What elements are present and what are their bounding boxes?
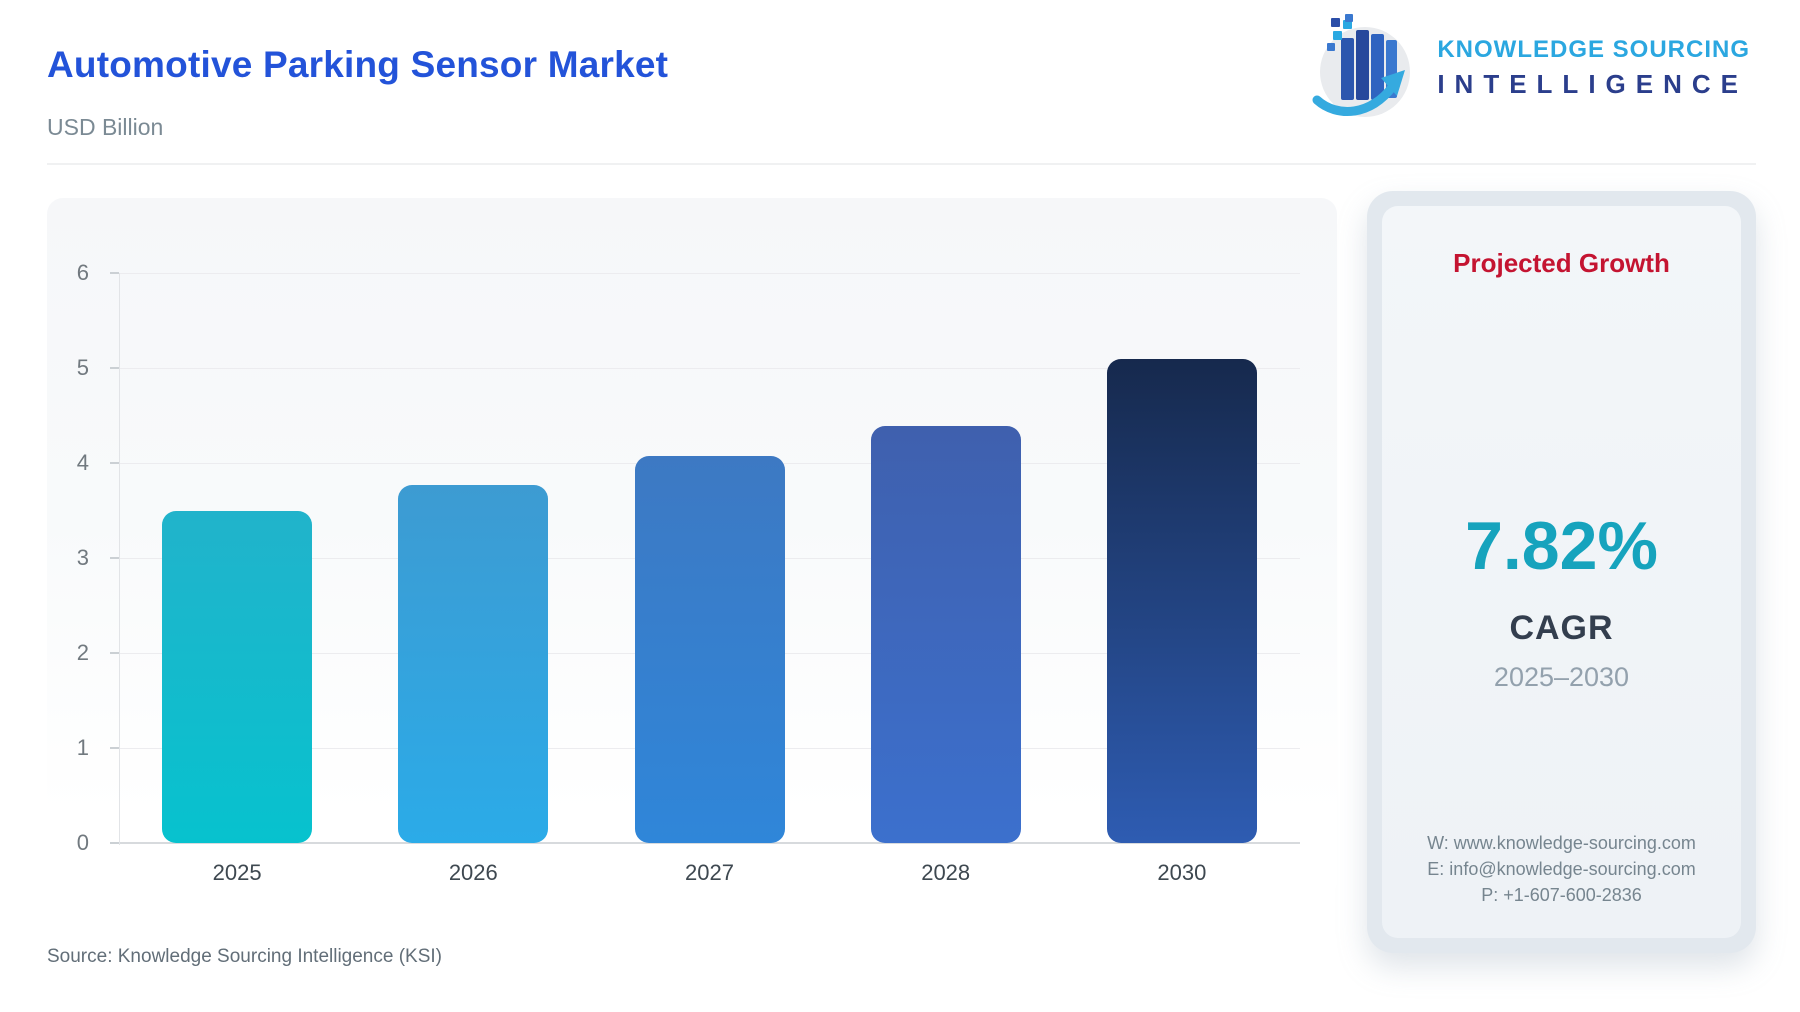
gridline	[119, 368, 1300, 369]
projected-growth-card-inner: Projected Growth 7.82% CAGR 2025–2030 W:…	[1382, 206, 1741, 938]
contact-phone: P: +1-607-600-2836	[1481, 884, 1642, 905]
x-axis-label: 2027	[685, 860, 734, 885]
bar-2026	[398, 484, 549, 843]
cagr-label: CAGR	[1509, 609, 1614, 647]
bar-2025	[162, 510, 313, 843]
logo-line-1: KNOWLEDGE SOURCING	[1437, 35, 1750, 63]
y-axis-labels: 0 1 2 3 4 5 6	[47, 260, 105, 855]
logo-text: KNOWLEDGE SOURCING INTELLIGENCE	[1437, 36, 1750, 100]
y-axis-label: 6	[76, 260, 89, 285]
y-axis-label: 4	[76, 450, 89, 475]
y-axis-label: 0	[76, 830, 89, 855]
x-axis-label: 2028	[921, 860, 971, 885]
x-axis-label: 2025	[212, 860, 262, 885]
y-tick-mark	[110, 272, 119, 274]
logo-line-2: INTELLIGENCE	[1437, 68, 1748, 99]
y-tick-mark	[110, 842, 119, 844]
x-axis-label: 2026	[448, 860, 498, 885]
contact-email: E: info@knowledge-sourcing.com	[1427, 858, 1696, 879]
x-axis-line	[119, 842, 1300, 844]
source-note: Source: Knowledge Sourcing Intelligence …	[47, 946, 443, 967]
y-tick-mark	[110, 367, 119, 369]
content-row: 0 1 2 3 4 5 6 2025 2026 2027 2028 2030 Projected G…	[47, 191, 1756, 953]
gridline	[119, 273, 1300, 274]
header-divider	[47, 163, 1756, 165]
projected-growth-card: Projected Growth 7.82% CAGR 2025–2030 W:…	[1367, 191, 1756, 953]
y-axis-line	[119, 273, 120, 845]
contact-block: W: www.knowledge-sourcing.com E: info@kn…	[1427, 830, 1696, 908]
page-title: Automotive Parking Sensor Market	[47, 44, 669, 85]
y-axis-label: 3	[76, 545, 89, 570]
y-axis-label: 1	[76, 735, 89, 760]
y-tick-mark	[110, 557, 119, 559]
y-tick-mark	[110, 747, 119, 749]
y-axis-label: 2	[76, 640, 89, 665]
growth-card-heading: Projected Growth	[1453, 248, 1670, 278]
bar-chart-arrow-logo-icon	[1309, 12, 1421, 123]
plot-area	[110, 272, 1300, 845]
company-logo: KNOWLEDGE SOURCING INTELLIGENCE	[1309, 12, 1750, 123]
cagr-period: 2025–2030	[1493, 662, 1630, 692]
bar-2028	[870, 425, 1021, 843]
y-axis-label: 5	[76, 355, 89, 380]
bar-chart: 0 1 2 3 4 5 6 2025 2026 2027 2028 2030	[47, 198, 1337, 898]
bar-2030	[1106, 358, 1257, 843]
page-header: Automotive Parking Sensor Market	[0, 0, 1800, 165]
cagr-value: 7.82%	[1465, 508, 1658, 584]
y-tick-mark	[110, 462, 119, 464]
contact-website: W: www.knowledge-sourcing.com	[1427, 832, 1696, 853]
x-axis-label: 2030	[1157, 860, 1207, 885]
bar-2027	[634, 456, 785, 843]
chart-unit-label: USD Billion	[47, 114, 164, 140]
y-tick-mark	[110, 652, 119, 654]
